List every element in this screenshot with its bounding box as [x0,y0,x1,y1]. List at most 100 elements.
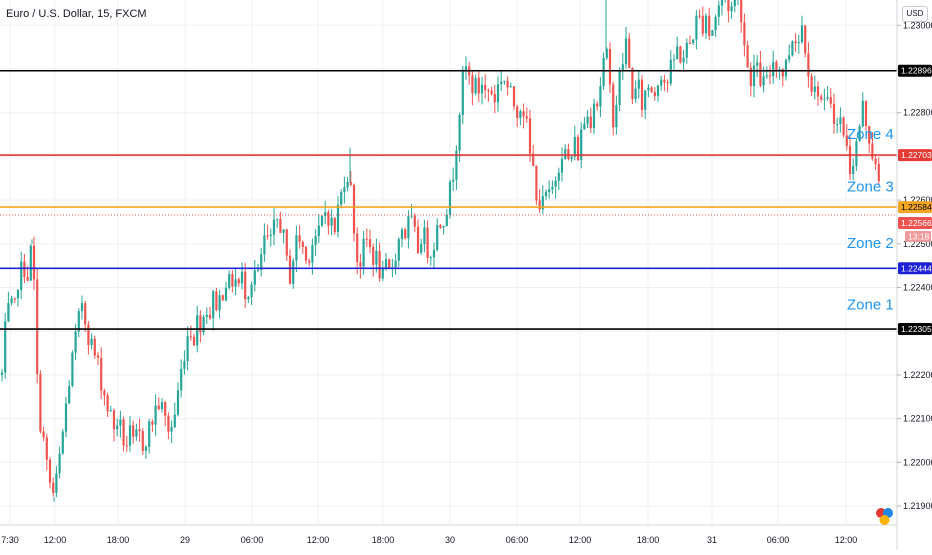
candle-body [458,114,461,151]
candle [429,255,432,266]
candle [183,350,186,375]
time-axis[interactable]: 7:30 12:00 18:00 29 06:00 12:00 18:00 30 06:00 12… [0,524,897,545]
price-level-tag-bg [898,323,932,336]
price-level-tag-bg [898,149,932,162]
candle-body [282,229,285,233]
candle-body [528,118,532,154]
candle-body [256,270,260,272]
candle-body [167,415,170,432]
candle-body [356,233,359,263]
candle-body [253,270,256,285]
candle [848,135,852,181]
y-tick-label: 1.22500 [903,239,932,249]
candle [624,27,628,69]
candle-body [474,77,477,94]
candle-body [826,97,829,99]
candle [432,242,436,268]
candle [413,213,416,233]
candle [535,165,538,206]
candle-body [781,69,784,77]
candle [68,380,71,405]
currency-badge[interactable]: USD [902,6,928,22]
candle [775,59,778,78]
candle [176,382,180,417]
candle-body [64,403,68,432]
candle-body [685,42,688,58]
candle [359,253,362,279]
candle-body [212,291,215,319]
candle [119,410,122,438]
candle [852,158,855,181]
candle [218,289,221,319]
candle [237,277,240,287]
candle-body [503,80,506,82]
candle [490,86,493,96]
candle [714,14,717,37]
price-level-tag-bg [898,262,932,275]
candle-body [317,225,320,237]
candle-body [653,92,656,97]
candle-body [170,427,173,432]
candle-body [688,42,692,44]
candle-body [112,410,116,430]
x-tick-label: 18:00 [637,535,660,545]
candle-body [544,191,548,197]
price-level-tag-bg [898,64,932,77]
candle-body [749,67,752,87]
candle [202,314,205,336]
candle [308,258,311,267]
candle [320,215,324,228]
candle-body [292,260,295,284]
candle-body [548,189,551,192]
candle [247,295,250,304]
candle-body [416,226,420,253]
candle-body [666,82,669,84]
candle [221,294,224,301]
candle-body [84,303,87,325]
candle-body [228,274,231,288]
candle-body [573,136,576,157]
candle [861,92,864,128]
candle [759,50,762,88]
candle-body [269,234,272,236]
candle [80,295,84,320]
candle [516,104,519,128]
candle-body [173,414,176,428]
candle-body [0,372,4,375]
candle [282,229,285,244]
candle [42,426,45,442]
candle [84,300,87,333]
candle-body [144,446,148,451]
candle-body [551,186,554,190]
candle [493,84,496,114]
flags-icon[interactable] [876,508,893,525]
candle [676,36,679,60]
candle [135,423,138,441]
candle [64,396,68,438]
candle [871,132,874,161]
candle-body [42,431,45,438]
candle [647,84,650,98]
candle [352,183,356,242]
candle [836,117,839,134]
x-tick-label: 06:00 [241,535,264,545]
candle [794,33,797,53]
candle [0,368,4,382]
candle-body [816,86,820,97]
candle [208,306,212,320]
candle-body [756,62,759,66]
candle [7,291,10,323]
candle-body [730,6,733,12]
x-tick-label: 7:30 [1,535,19,545]
candle [253,259,256,292]
candle-body [266,235,269,237]
candle [205,307,208,324]
candle-body [186,336,189,362]
candle [423,219,426,253]
candle-body [176,390,180,415]
y-tick-label: 1.23000 [903,20,932,30]
candle-body [864,100,868,127]
candle [500,70,503,91]
